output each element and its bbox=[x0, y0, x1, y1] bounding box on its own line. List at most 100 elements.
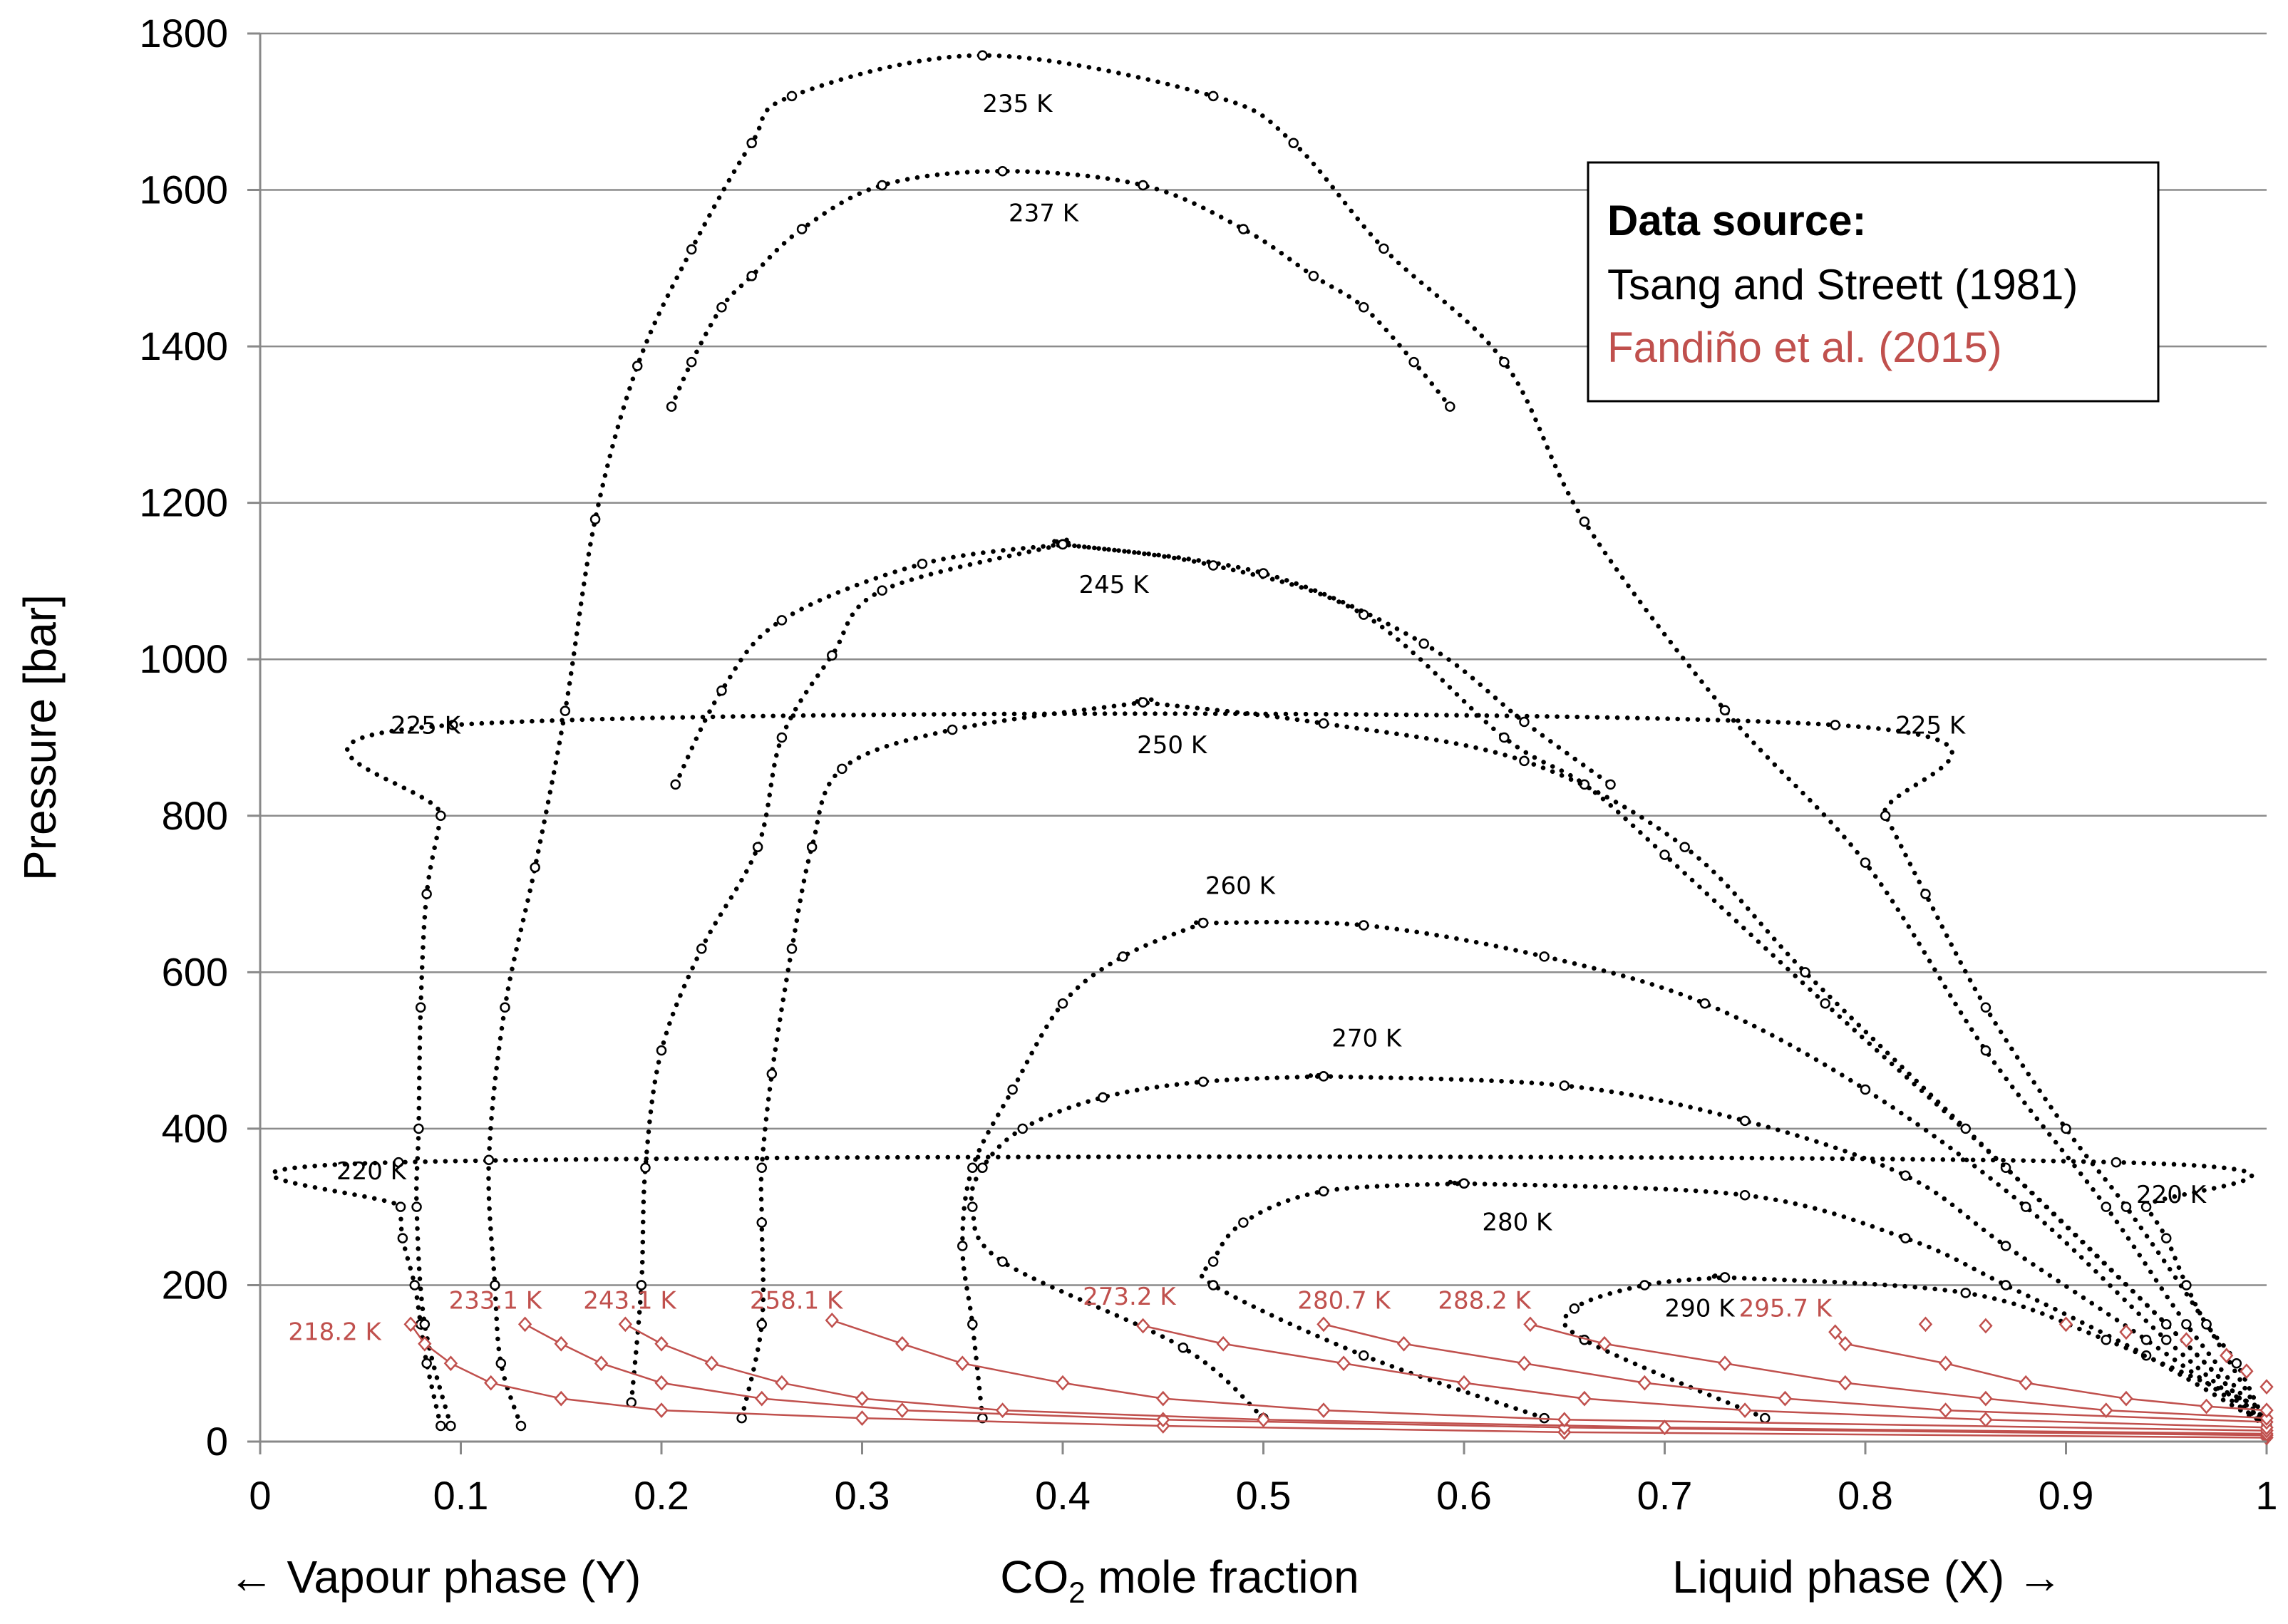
data-point bbox=[421, 1357, 432, 1369]
series-288-2-k bbox=[1523, 1316, 2274, 1426]
data-point bbox=[1056, 1375, 1070, 1391]
data-point bbox=[594, 1355, 609, 1372]
data-point bbox=[686, 356, 697, 368]
data-point bbox=[1156, 1412, 1170, 1428]
series-218-2-k bbox=[403, 1316, 2274, 1446]
data-point bbox=[632, 361, 643, 371]
data-point bbox=[589, 514, 601, 524]
data-point bbox=[1118, 951, 1128, 962]
data-point bbox=[696, 943, 707, 954]
y-tick-label: 1800 bbox=[139, 11, 228, 56]
data-point bbox=[1828, 1324, 1843, 1340]
data-point bbox=[1918, 1316, 1933, 1333]
data-point bbox=[2140, 1201, 2152, 1212]
data-point bbox=[1316, 1402, 1331, 1418]
data-point bbox=[1138, 180, 1148, 191]
data-point bbox=[418, 1335, 432, 1352]
data-point bbox=[1135, 1318, 1150, 1334]
data-point bbox=[977, 1162, 988, 1174]
curve-label: 220 K bbox=[336, 1157, 408, 1186]
data-point bbox=[1007, 1084, 1018, 1095]
data-point bbox=[1657, 1419, 1672, 1436]
data-point bbox=[1605, 779, 1616, 790]
data-point bbox=[1860, 857, 1871, 868]
series-295-7-k bbox=[1828, 1324, 2274, 1418]
data-point bbox=[1880, 810, 1891, 822]
data-point bbox=[1830, 720, 1841, 730]
data-point bbox=[2020, 1201, 2031, 1212]
curve-label: 290 K bbox=[1665, 1294, 1736, 1323]
data-point bbox=[419, 1319, 431, 1330]
y-tick-label: 200 bbox=[162, 1262, 228, 1307]
data-point bbox=[640, 1162, 651, 1174]
data-point bbox=[1960, 1123, 1971, 1134]
data-point bbox=[997, 165, 1008, 177]
curve-label: 225 K bbox=[391, 712, 462, 740]
data-point bbox=[686, 244, 697, 255]
data-point bbox=[1098, 1092, 1108, 1103]
data-point bbox=[1920, 889, 1931, 899]
data-point bbox=[837, 763, 847, 775]
y-tick-label: 1600 bbox=[139, 167, 228, 212]
data-point bbox=[1207, 1256, 1219, 1267]
axes bbox=[259, 33, 2267, 1443]
x-tick-label: 0.2 bbox=[634, 1473, 689, 1518]
data-point bbox=[1318, 1071, 1329, 1082]
series-243-1-k bbox=[618, 1316, 2274, 1442]
data-point bbox=[1457, 1375, 1471, 1391]
y-tick-label: 600 bbox=[162, 949, 228, 994]
data-point bbox=[1979, 1390, 1993, 1407]
data-point bbox=[1359, 301, 1369, 313]
data-point bbox=[1559, 1080, 1570, 1091]
data-point bbox=[1719, 1272, 1731, 1283]
data-point bbox=[2061, 1123, 2071, 1134]
data-point bbox=[626, 1397, 637, 1408]
data-point bbox=[2240, 1363, 2254, 1380]
data-point bbox=[1396, 1335, 1411, 1352]
data-point bbox=[2201, 1319, 2212, 1330]
x-tick-label: 0.7 bbox=[1637, 1473, 1693, 1518]
curve-label: 260 K bbox=[1205, 872, 1277, 901]
data-point bbox=[1699, 998, 1711, 1009]
data-point bbox=[411, 1201, 422, 1212]
curve-label: 235 K bbox=[982, 90, 1053, 118]
data-point bbox=[1597, 1335, 1612, 1352]
data-point bbox=[1207, 1280, 1219, 1291]
series-220-k bbox=[269, 1154, 2272, 1432]
y-tick-label: 1000 bbox=[139, 636, 228, 681]
data-point bbox=[2000, 1241, 2011, 1251]
data-point bbox=[1760, 1412, 1771, 1424]
data-point bbox=[1820, 998, 1830, 1009]
data-point bbox=[2231, 1357, 2242, 1369]
data-point bbox=[1980, 1002, 1991, 1013]
data-point bbox=[1938, 1355, 1953, 1372]
data-point bbox=[895, 1402, 909, 1418]
data-point bbox=[2000, 1280, 2011, 1291]
data-point bbox=[775, 1375, 789, 1391]
data-point bbox=[666, 401, 677, 412]
data-point bbox=[967, 1162, 978, 1174]
series-line bbox=[959, 918, 2269, 1429]
data-point bbox=[445, 1420, 456, 1432]
data-point bbox=[1800, 967, 1810, 978]
data-point bbox=[786, 943, 798, 954]
data-point bbox=[806, 842, 818, 852]
legend-entry-tsang: Tsang and Streett (1981) bbox=[1607, 261, 2078, 309]
data-point bbox=[1679, 842, 1690, 852]
data-point bbox=[2019, 1375, 2033, 1391]
data-point bbox=[1057, 539, 1068, 550]
y-axis-title: Pressure [bar] bbox=[14, 594, 66, 881]
data-point bbox=[855, 1410, 870, 1426]
data-point bbox=[895, 1335, 909, 1352]
curve-label: 233.1 K bbox=[449, 1286, 543, 1315]
data-point bbox=[1379, 243, 1389, 254]
data-point bbox=[967, 1319, 978, 1330]
data-point bbox=[2058, 1316, 2073, 1333]
data-point bbox=[1980, 1045, 1991, 1056]
series-line bbox=[1323, 1323, 2267, 1423]
data-point bbox=[1719, 705, 1731, 715]
curve-label: 280 K bbox=[1482, 1209, 1553, 1237]
data-point bbox=[756, 1162, 767, 1174]
data-point bbox=[2101, 1201, 2112, 1212]
legend-entry-fandino: Fandiño et al. (2015) bbox=[1607, 324, 2002, 371]
